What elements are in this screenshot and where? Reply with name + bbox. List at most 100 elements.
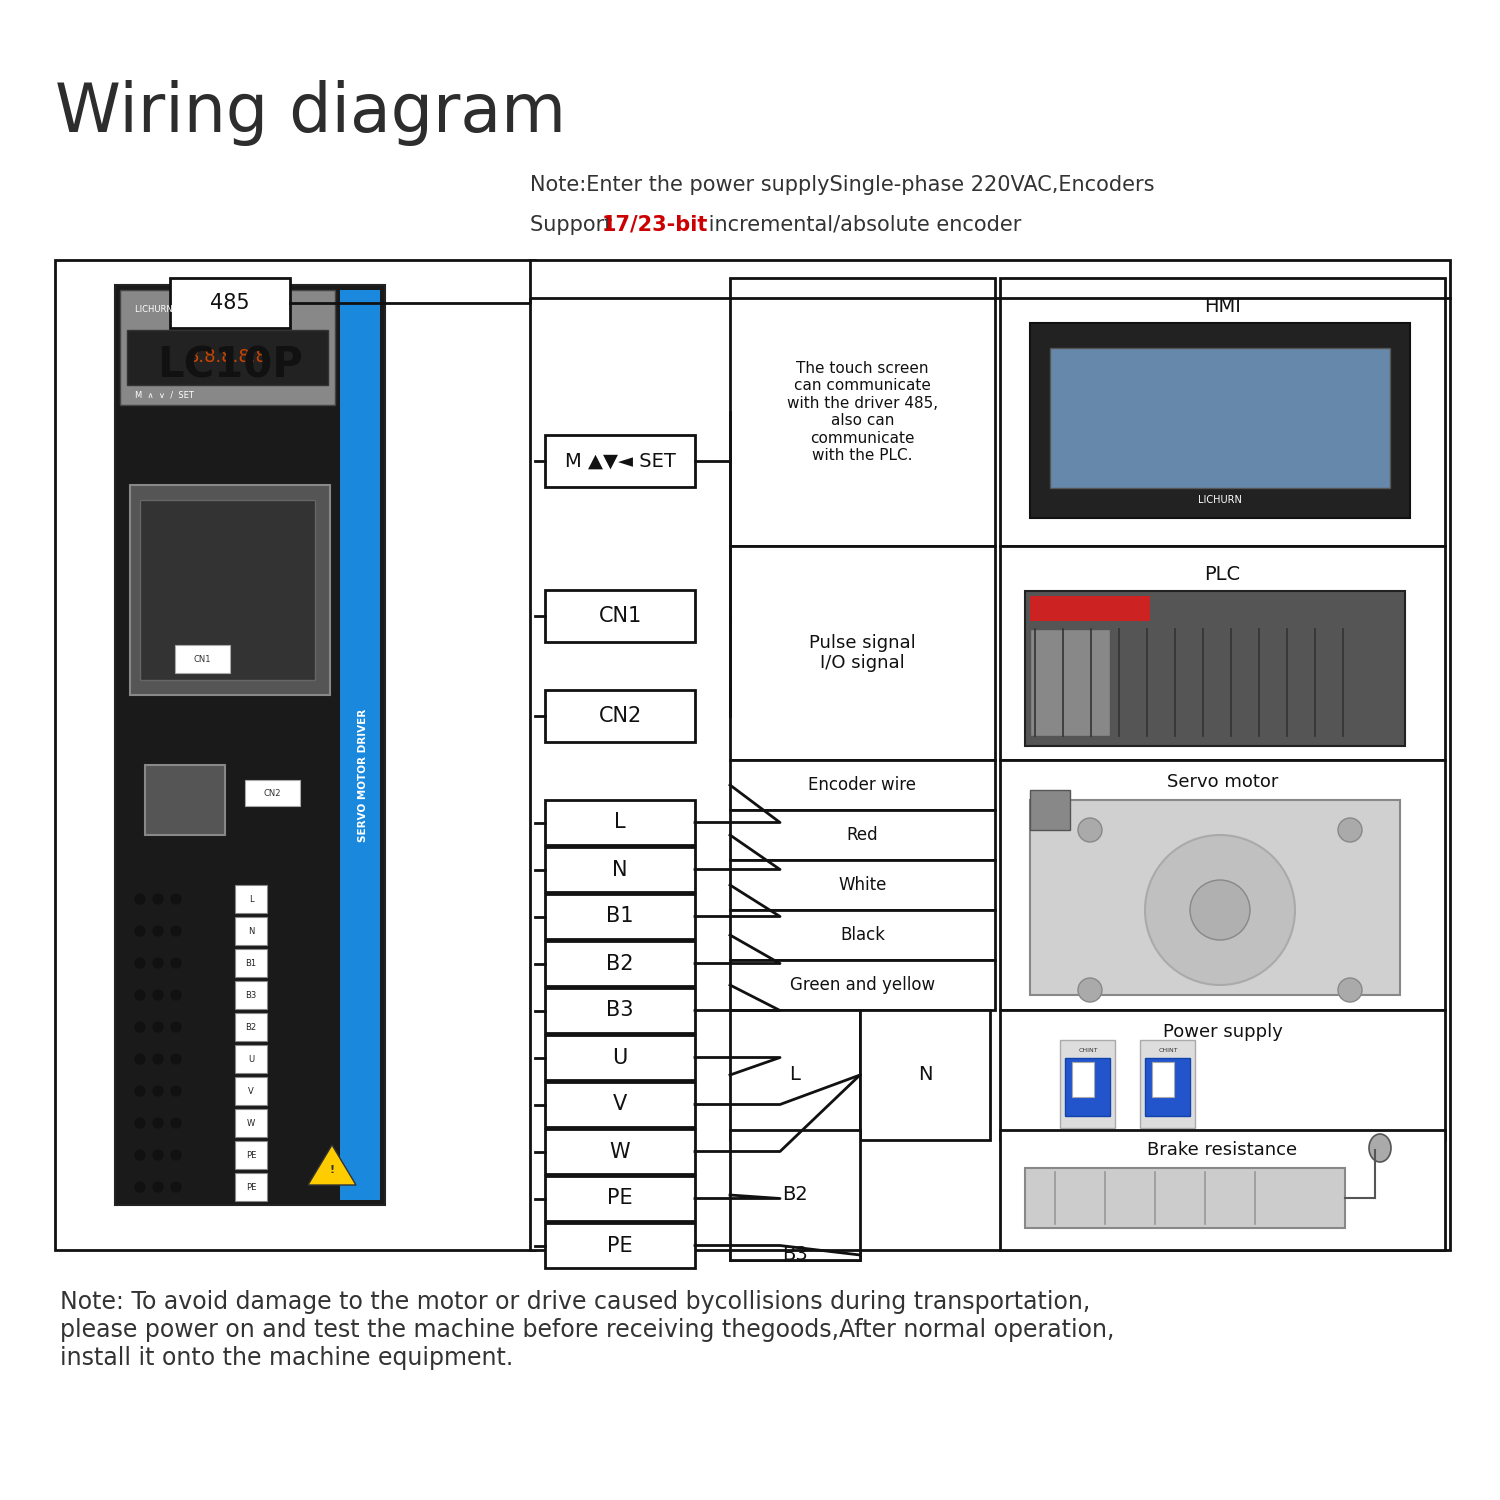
Bar (1000, 278, 1444, 546)
Text: 485: 485 (210, 292, 251, 314)
Text: The touch screen
can communicate
with the driver 485,
also can
communicate
with : The touch screen can communicate with th… (788, 362, 938, 464)
Text: N: N (612, 859, 627, 879)
Circle shape (1338, 818, 1362, 842)
Text: Green and yellow: Green and yellow (790, 976, 934, 994)
Circle shape (171, 1182, 182, 1192)
Bar (730, 1250, 860, 1260)
Text: L: L (249, 894, 254, 903)
Bar (1000, 760, 1444, 1010)
Bar (544, 690, 694, 742)
Text: 8.8.8.8.8: 8.8.8.8.8 (188, 348, 267, 366)
Bar (544, 1130, 694, 1174)
Bar (236, 1142, 267, 1168)
Bar (544, 1082, 694, 1126)
Bar (1000, 1130, 1444, 1250)
Circle shape (135, 894, 146, 904)
Bar (544, 435, 694, 488)
Text: CN1: CN1 (194, 654, 210, 663)
Text: CN2: CN2 (598, 706, 642, 726)
Text: Black: Black (840, 926, 885, 944)
Circle shape (171, 958, 182, 968)
Ellipse shape (1370, 1134, 1390, 1162)
Circle shape (153, 1022, 164, 1032)
Circle shape (135, 958, 146, 968)
Text: B2: B2 (246, 1023, 256, 1032)
Circle shape (1190, 880, 1250, 940)
Text: Support: Support (530, 214, 620, 236)
Text: CN2: CN2 (264, 789, 280, 798)
Text: U: U (248, 1054, 254, 1064)
Bar (544, 800, 694, 844)
Text: N: N (918, 1065, 932, 1084)
Text: CHINT: CHINT (1158, 1047, 1178, 1053)
Text: Encoder wire: Encoder wire (808, 776, 916, 794)
Text: M  ∧  ∨  /  SET: M ∧ ∨ / SET (135, 390, 194, 399)
Circle shape (153, 990, 164, 1000)
Bar (544, 1222, 694, 1268)
Circle shape (171, 1054, 182, 1064)
Text: B3: B3 (246, 990, 256, 999)
Bar (236, 1108, 267, 1137)
Bar (730, 810, 994, 859)
Text: !: ! (330, 1166, 334, 1174)
Text: White: White (839, 876, 886, 894)
Bar (1000, 546, 1444, 760)
Bar (544, 1176, 694, 1221)
Text: PE: PE (608, 1236, 633, 1256)
Bar (859, 1010, 990, 1140)
Bar (170, 278, 290, 328)
Bar (544, 894, 694, 939)
Bar (236, 1046, 267, 1072)
Circle shape (171, 894, 182, 904)
Text: LICHURN: LICHURN (1198, 495, 1242, 506)
Bar (176, 645, 230, 674)
Text: Note: To avoid damage to the motor or drive caused bycollisions during transport: Note: To avoid damage to the motor or dr… (60, 1290, 1114, 1370)
Text: V: V (248, 1086, 254, 1095)
Circle shape (135, 1022, 146, 1032)
Circle shape (135, 1086, 146, 1096)
Bar (236, 1173, 267, 1202)
Bar (236, 885, 267, 914)
Bar (544, 1035, 694, 1080)
Bar (1144, 1058, 1190, 1116)
Text: B3: B3 (782, 1245, 808, 1264)
Circle shape (135, 926, 146, 936)
Text: CHINT: CHINT (1078, 1047, 1098, 1053)
Bar (1065, 1058, 1110, 1116)
Circle shape (1078, 818, 1102, 842)
Circle shape (171, 1118, 182, 1128)
Bar (1072, 1062, 1094, 1096)
Text: LICHURN    AC 230V: LICHURN AC 230V (135, 304, 219, 313)
Text: N: N (248, 927, 254, 936)
Circle shape (171, 1086, 182, 1096)
Circle shape (153, 926, 164, 936)
Text: LC10P: LC10P (158, 345, 303, 387)
Bar (544, 988, 694, 1033)
Bar (730, 278, 994, 546)
Circle shape (153, 1118, 164, 1128)
Text: Pulse signal
I/O signal: Pulse signal I/O signal (808, 633, 916, 672)
Circle shape (153, 894, 164, 904)
Text: Power supply: Power supply (1162, 1023, 1282, 1041)
Polygon shape (308, 1144, 356, 1185)
Bar (730, 760, 994, 810)
Bar (730, 1010, 860, 1140)
Bar (730, 910, 994, 960)
Text: L: L (789, 1065, 801, 1084)
Text: L: L (614, 813, 626, 832)
Bar (730, 1130, 860, 1260)
Bar (1060, 1040, 1114, 1128)
Text: U: U (612, 1047, 627, 1068)
Text: HMI: HMI (1204, 297, 1240, 315)
Bar (128, 330, 328, 386)
Text: PE: PE (246, 1150, 256, 1160)
Circle shape (1338, 978, 1362, 1002)
Text: W: W (248, 1119, 255, 1128)
Text: B2: B2 (606, 954, 633, 974)
Text: M ▲▼◄ SET: M ▲▼◄ SET (564, 452, 675, 471)
Text: Note:Enter the power supplySingle-phase 220VAC,Encoders: Note:Enter the power supplySingle-phase … (530, 176, 1155, 195)
Bar (530, 260, 1450, 1250)
Bar (544, 590, 694, 642)
Circle shape (1078, 978, 1102, 1002)
Circle shape (153, 1086, 164, 1096)
